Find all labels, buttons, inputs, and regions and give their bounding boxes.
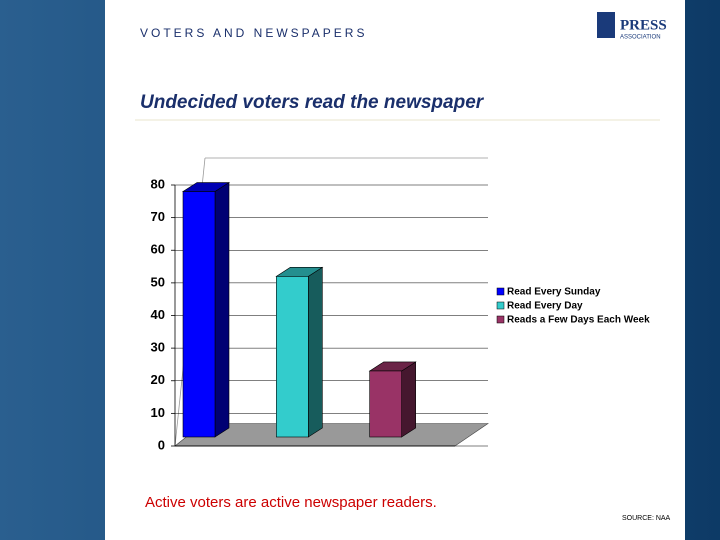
legend-label: Reads a Few Days Each Week: [507, 315, 650, 326]
logo-subtext: ASSOCIATION: [620, 35, 661, 41]
bar: [276, 276, 309, 438]
legend-swatch: [496, 287, 505, 296]
y-tick-label: 80: [151, 176, 165, 191]
legend-label: Read Every Day: [507, 301, 583, 312]
bar-side: [308, 266, 323, 438]
logo-text: PRESS: [620, 17, 667, 33]
source: SOURCE: NAA: [622, 515, 671, 522]
bar: [369, 370, 402, 438]
y-tick-label: 60: [151, 242, 165, 257]
logo-icon: [597, 12, 615, 38]
legend-swatch: [496, 315, 505, 324]
chart: 0 10 20 30 40 50 60 70 80 Read Every Sunday Read E…: [151, 157, 650, 452]
legend-label: Read Every Sunday: [507, 287, 601, 298]
y-tick-label: 40: [151, 307, 165, 322]
y-tick-label: 70: [151, 209, 165, 224]
chart-title: Undecided voters read the newspaper: [140, 92, 485, 113]
y-tick-label: 0: [158, 437, 165, 452]
y-tick-label: 20: [151, 372, 165, 387]
y-tick-label: 10: [151, 405, 165, 420]
bar: [182, 191, 216, 438]
y-tick-label: 30: [151, 340, 165, 355]
section-title: VOTERS AND NEWSPAPERS: [140, 26, 367, 40]
caption: Active voters are active newspaper reade…: [145, 494, 437, 511]
bar-side: [401, 361, 416, 438]
bar-side: [214, 181, 230, 438]
legend-swatch: [496, 301, 505, 310]
y-tick-label: 50: [151, 274, 165, 289]
